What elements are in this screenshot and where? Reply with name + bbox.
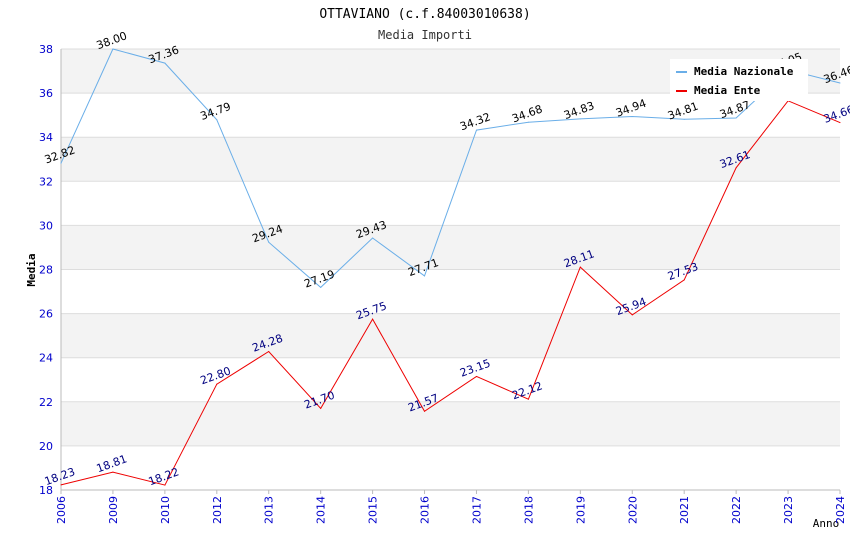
series-group (60, 48, 841, 486)
data-point-media-nazionale (579, 118, 581, 120)
x-tick-label: 2010 (159, 496, 172, 524)
data-point-media-ente (268, 351, 270, 353)
data-point-media-ente (579, 266, 581, 268)
data-point-media-ente (60, 484, 62, 486)
x-tick-label: 2024 (834, 496, 847, 524)
data-point-media-nazionale (424, 275, 426, 277)
x-axis-ticks: 2006 2009 2010 2012 2013 2014 2015 2016 2017 2018… (55, 496, 847, 524)
y-tick-label: 26 (39, 308, 53, 321)
x-tick-label: 2018 (522, 496, 535, 524)
x-tick-label: 2019 (574, 496, 587, 524)
x-tick-label: 2012 (211, 496, 224, 524)
data-point-media-ente (320, 407, 322, 409)
data-point-media-ente (164, 484, 166, 486)
plot-band (61, 313, 840, 358)
data-point-media-ente (839, 122, 841, 124)
data-point-media-nazionale (631, 115, 633, 117)
chart-title: OTTAVIANO (c.f.84003010638) (319, 7, 530, 22)
legend-label-media-nazionale: Media Nazionale (694, 65, 794, 78)
series-line-media-ente (60, 100, 841, 486)
data-point-media-nazionale (216, 119, 218, 121)
y-tick-label: 18 (39, 484, 53, 497)
y-axis-label: Media (25, 253, 38, 286)
data-point-media-nazionale (372, 237, 374, 239)
x-tick-label: 2017 (470, 496, 483, 524)
x-tick-label: 2022 (730, 496, 743, 524)
data-point-media-nazionale (320, 286, 322, 288)
x-tick-label: 2015 (367, 496, 380, 524)
data-point-media-nazionale (268, 241, 270, 243)
data-point-media-ente (112, 471, 114, 473)
data-point-media-nazionale (475, 129, 477, 131)
plot-bands (61, 49, 840, 490)
legend-box (670, 59, 808, 101)
data-point-media-ente (735, 167, 737, 169)
data-point-media-nazionale (60, 162, 62, 164)
x-tick-label: 2023 (782, 496, 795, 524)
x-tick-label: 2013 (263, 496, 276, 524)
data-point-media-nazionale (164, 62, 166, 64)
data-point-media-ente (475, 375, 477, 377)
plot-band (61, 269, 840, 314)
series-line-media-nazionale (60, 48, 841, 289)
plot-band (61, 357, 840, 402)
x-axis-label: Anno (813, 517, 840, 530)
data-point-media-nazionale (839, 82, 841, 84)
data-point-media-nazionale (527, 121, 529, 123)
y-tick-label: 28 (39, 264, 53, 277)
chart-subtitle: Media Importi (378, 28, 472, 42)
y-tick-label: 36 (39, 87, 53, 100)
legend-label-media-ente: Media Ente (694, 84, 761, 97)
legend: Media Nazionale Media Ente (670, 59, 808, 101)
y-tick-label: 22 (39, 396, 53, 409)
data-point-media-ente (631, 314, 633, 316)
x-tick-label: 2006 (55, 496, 68, 524)
grid-lines (60, 48, 841, 494)
data-point-media-ente (216, 383, 218, 385)
plot-band (61, 445, 840, 490)
x-tick-label: 2021 (678, 496, 691, 524)
y-tick-label: 38 (39, 43, 53, 56)
data-point-media-ente (683, 279, 685, 281)
y-tick-label: 20 (39, 440, 53, 453)
data-point-media-nazionale (735, 117, 737, 119)
plot-band (61, 225, 840, 270)
y-tick-label: 24 (39, 352, 53, 365)
y-tick-label: 32 (39, 175, 53, 188)
data-point-media-nazionale (112, 48, 114, 50)
plot-band (61, 137, 840, 182)
x-tick-label: 2020 (626, 496, 639, 524)
x-tick-label: 2014 (315, 496, 328, 524)
data-point-media-ente (424, 410, 426, 412)
x-tick-label: 2016 (419, 496, 432, 524)
y-axis-ticks: 18 20 22 24 26 28 30 32 34 36 38 (39, 43, 53, 497)
data-point-media-ente (372, 318, 374, 320)
data-point-media-nazionale (683, 118, 685, 120)
data-point-media-ente (527, 398, 529, 400)
y-tick-label: 30 (39, 219, 53, 232)
y-tick-label: 34 (39, 131, 53, 144)
x-tick-label: 2009 (107, 496, 120, 524)
plot-band (61, 401, 840, 446)
